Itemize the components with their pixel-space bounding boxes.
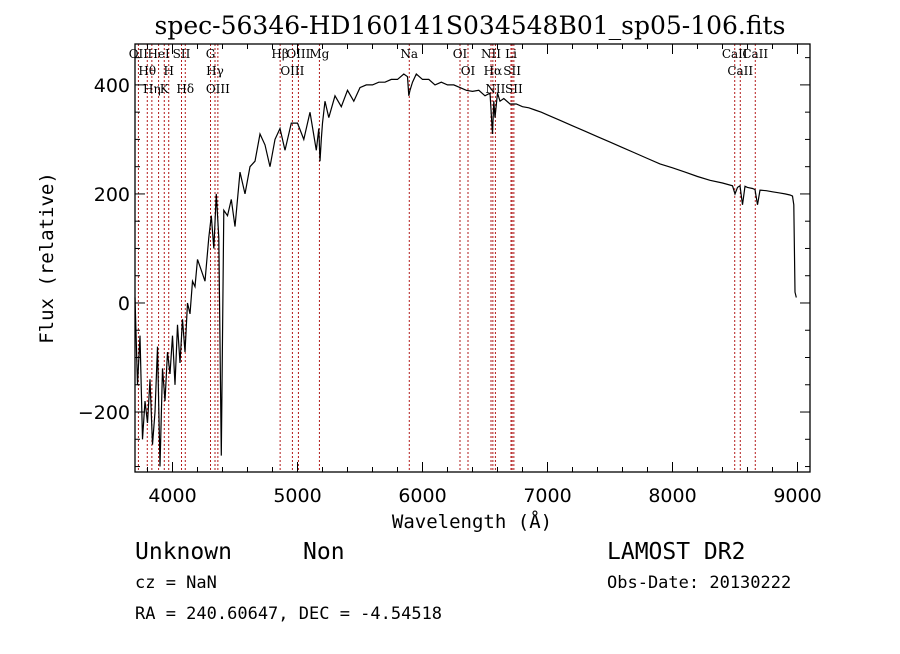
line-marker-label: Li [505,47,517,61]
line-marker-label: K [160,82,170,96]
line-marker-label: Hη [143,82,161,96]
x-axis: 4000 5000 6000 7000 8000 9000 [147,44,822,507]
line-marker-label: OII [129,47,149,61]
line-marker-label: G [206,47,216,61]
line-marker-label: OIII [280,64,304,78]
y-axis: −200 0 200 400 [78,57,810,468]
ra-dec: RA = 240.60647, DEC = -4.54518 [135,604,442,624]
x-tick-label: 9000 [773,485,821,507]
line-marker-label: Hα [484,64,503,78]
line-marker-label: SII [505,82,523,96]
line-marker-label: HeI [147,47,170,61]
line-marker-label: SII [503,64,521,78]
line-marker-label: Mg [309,47,329,61]
line-marker-label: OIII [206,82,230,96]
object-class: Unknown [135,539,232,565]
line-marker-label: CaII [722,47,748,61]
object-subclass: Non [303,539,345,565]
y-tick-label: 200 [94,184,130,206]
y-tick-label: 0 [118,293,130,315]
spectrum-line [134,73,797,467]
x-tick-label: 4000 [148,485,196,507]
line-marker-label: SII [173,47,191,61]
line-marker-label: Hθ [138,64,156,78]
line-marker-label: Na [400,47,418,61]
y-tick-label: −200 [78,402,130,424]
survey-name: LAMOST DR2 [607,539,745,565]
line-marker-label: NII [481,47,501,61]
redshift-cz: cz = NaN [135,573,217,593]
x-tick-label: 8000 [648,485,696,507]
y-tick-label: 400 [94,75,130,97]
plot-frame [134,43,811,473]
x-axis-label: Wavelength (Å) [392,510,552,533]
obs-date: Obs-Date: 20130222 [607,573,791,593]
y-axis-label: Flux (relative) [36,172,58,344]
x-tick-label: 6000 [398,485,446,507]
chart-title: spec-56346-HD160141S034548B01_sp05-106.f… [155,11,786,40]
line-marker-label: CaII [727,64,753,78]
x-tick-label: 7000 [523,485,571,507]
line-marker-label: Hβ [271,47,288,61]
line-marker-label: OIII [286,47,310,61]
x-tick-label: 5000 [273,485,321,507]
line-marker-label: CaII [742,47,768,61]
line-marker-label: Hδ [176,82,194,96]
line-marker-label: OI [461,64,476,78]
line-marker-label: H [164,64,174,78]
line-marker-label: OI [453,47,468,61]
line-markers [137,44,756,472]
line-marker-label: Hγ [206,64,224,78]
